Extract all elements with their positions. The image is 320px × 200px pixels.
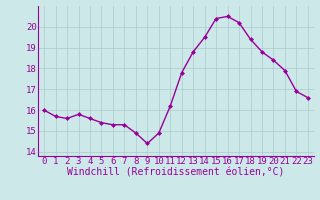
X-axis label: Windchill (Refroidissement éolien,°C): Windchill (Refroidissement éolien,°C) <box>67 168 285 178</box>
